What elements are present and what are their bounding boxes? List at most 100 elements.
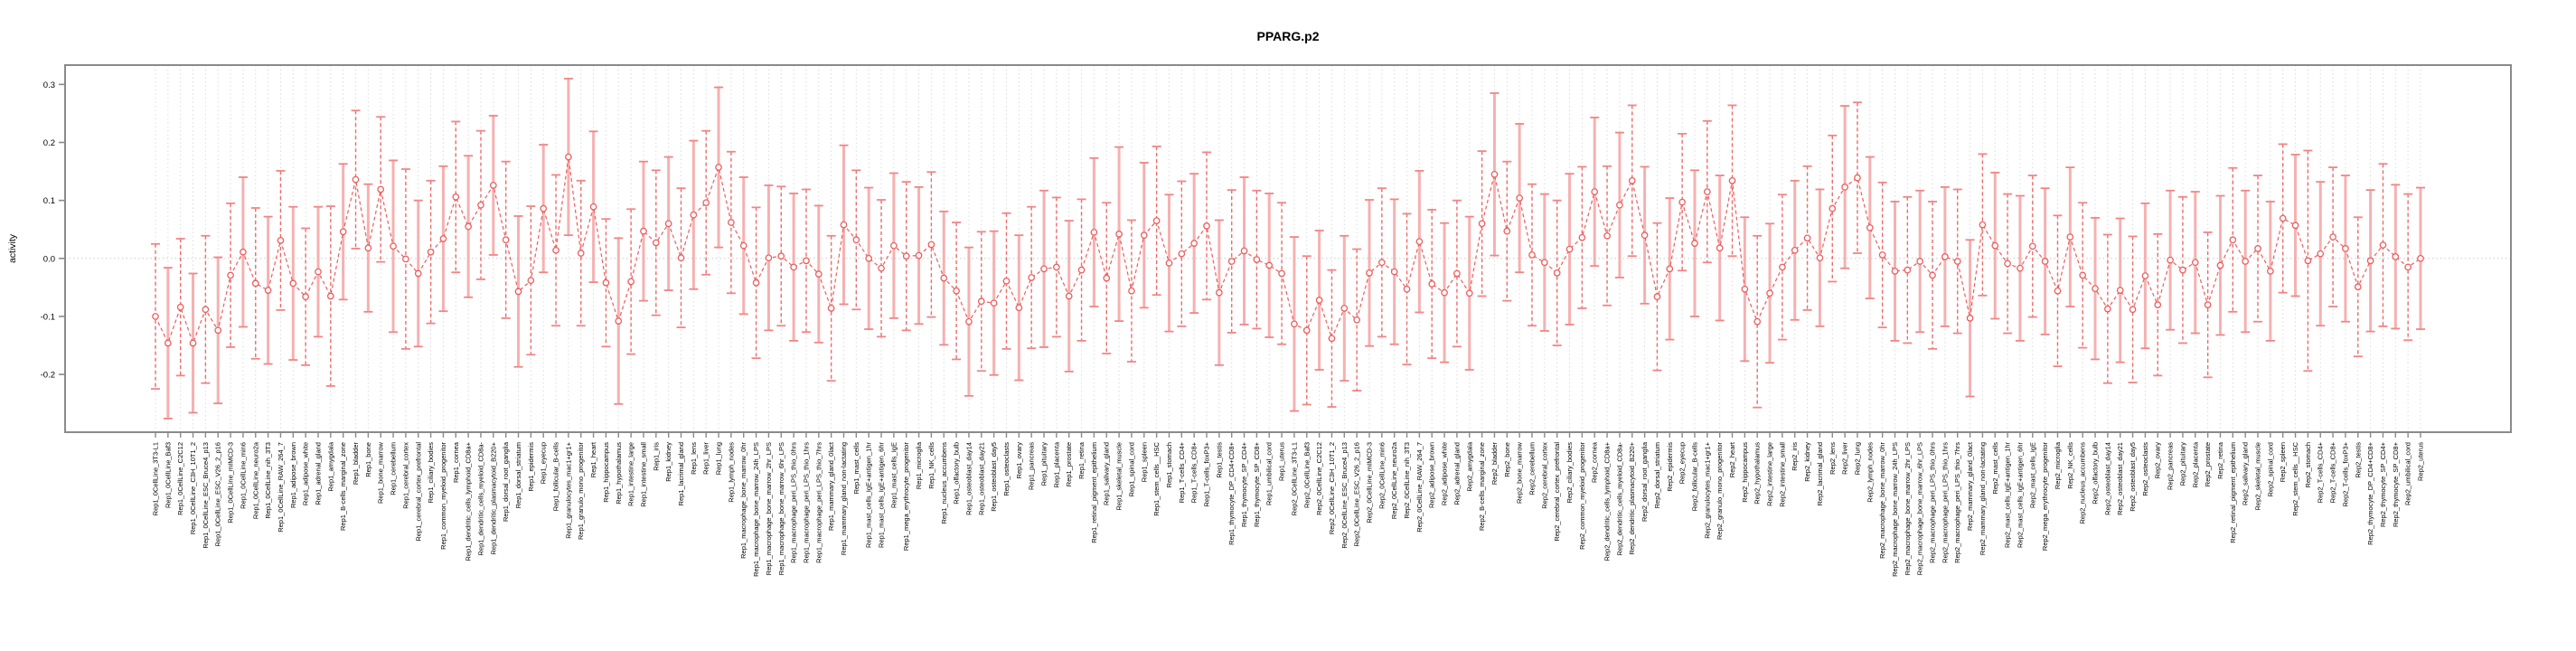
x-tick-label: Rep2_olfactory_bulb	[2092, 442, 2100, 505]
x-tick-label: Rep2_skeletal_muscle	[2254, 442, 2262, 510]
x-tick-label: Rep2_osteoblast_day14	[2103, 442, 2111, 515]
x-tick-label: Rep1_liver	[702, 442, 710, 475]
data-point-marker	[1465, 289, 1473, 297]
x-tick-label: Rep1_ovary	[1015, 442, 1023, 479]
x-tick-label: Rep2_cerebral_cortex_prefrontal	[1553, 442, 1561, 542]
x-tick-label: Rep1_cornea	[452, 441, 460, 483]
x-tick-label: Rep1_intestine_small	[639, 442, 647, 507]
chart-title: PPARG.p2	[1257, 29, 1320, 43]
x-tick-label: Rep1_mast_cells_IgE+antigen_1hr	[865, 441, 873, 547]
x-tick-label: Rep2_macrophage_bone_marrow_24h_LPS	[1891, 442, 1899, 577]
data-point-marker	[264, 287, 272, 294]
data-point-marker	[1578, 233, 1586, 241]
x-tick-label: Rep2_pancreas	[2167, 442, 2175, 490]
x-tick-label: Rep2_0CellLine_RAW_264_7	[1415, 442, 1424, 533]
x-tick-label: Rep2_bone	[1503, 442, 1511, 477]
data-point-marker	[152, 313, 159, 320]
data-point-marker	[1540, 259, 1548, 267]
x-tick-label: Rep1_bone_marrow	[377, 441, 385, 504]
data-point-marker	[1553, 269, 1561, 277]
data-point-marker	[189, 339, 197, 347]
x-tick-label: Rep1_osteoblast_day5	[990, 442, 998, 512]
x-tick-label: Rep2_lacrimal_gland	[1816, 442, 1824, 505]
data-point-marker	[2216, 261, 2224, 269]
data-point-marker	[1904, 266, 1912, 274]
x-tick-label: Rep2_stem_cells__HSC	[2291, 441, 2299, 515]
x-tick-label: Rep1_ciliary_bodies	[427, 442, 435, 504]
x-tick-label: Rep1_T-cells_CD8+	[1190, 441, 1199, 503]
data-point-marker	[339, 228, 347, 236]
data-point-marker	[589, 203, 597, 211]
x-tick-label: Rep2_umbilical_cord	[2404, 442, 2412, 505]
x-tick-label: Rep1_mast_cells_IgE+antigen_6hr	[878, 441, 886, 547]
x-tick-label: Rep2_0CellLine_C2C12	[1315, 442, 1323, 515]
x-tick-label: Rep2_bone_marrow	[1516, 441, 1524, 504]
x-tick-label: Rep2_intestine_large	[1766, 442, 1774, 506]
x-tick-label: Rep2_macrophage_peri_LPS_thio_1hrs	[1941, 442, 1949, 563]
data-point-marker	[1703, 188, 1711, 195]
x-tick-label: Rep2_dendritic_cells_myeloid_CD8a-	[1615, 441, 1623, 555]
data-point-marker	[1979, 221, 1987, 229]
data-point-marker	[640, 227, 647, 235]
x-tick-label: Rep1_0CellLine_C3H_10T1_2	[189, 442, 197, 534]
x-tick-label: Rep2_osteoblast_day5	[2129, 442, 2137, 512]
x-tick-label: Rep2_microglia	[2054, 441, 2062, 489]
x-tick-label: Rep1_prostate	[1065, 442, 1073, 486]
x-tick-label: Rep1_osteoblast_day14	[964, 442, 973, 515]
x-tick-label: Rep1_osteoblast_day21	[977, 442, 985, 515]
data-point-marker	[1528, 251, 1536, 259]
x-tick-label: Rep2_T-cells_foxP3+	[2341, 441, 2349, 506]
x-tick-label: Rep2_spinal_cord	[2266, 442, 2274, 496]
data-point-marker	[953, 287, 960, 295]
x-tick-label: Rep2_dorsal_striatum	[1653, 442, 1661, 508]
data-point-marker	[1741, 285, 1749, 293]
x-tick-label: Rep2_mega_erythrocyte_progenitor	[2041, 442, 2049, 552]
x-tick-label: Rep2_common_myeloid_progenitor	[1578, 442, 1586, 550]
data-point-marker	[2329, 233, 2336, 241]
data-point-marker	[2291, 222, 2299, 230]
data-point-marker	[2404, 263, 2412, 271]
data-point-marker	[2342, 245, 2349, 252]
y-axis-label: activity	[7, 233, 18, 263]
x-tick-label: Rep2_thymocyte_SP_CD8+	[2392, 441, 2400, 527]
data-point-marker	[1377, 259, 1386, 267]
x-tick-label: Rep1_lung	[715, 442, 723, 475]
x-tick-label: Rep1_cerebral_cortex_prefrontal	[414, 442, 422, 542]
x-tick-label: Rep1_mammary_gland_0lact	[827, 441, 835, 531]
data-point-marker	[1002, 277, 1011, 285]
y-tick-label: 0.0	[43, 254, 55, 264]
data-point-marker	[1128, 287, 1135, 295]
x-tick-label: Rep1_spinal_cord	[1127, 442, 1135, 496]
data-point-marker	[803, 257, 810, 265]
x-tick-label: Rep1_testis	[1215, 442, 1223, 478]
data-point-marker	[1565, 245, 1574, 253]
data-point-marker	[1516, 194, 1523, 202]
x-tick-label: Rep1_adipose_brown	[289, 442, 297, 508]
x-tick-label: Rep1_0CellLine_C2C12	[176, 442, 184, 515]
data-point-marker	[739, 241, 747, 250]
x-tick-label: Rep2_0CellLine_ESC_Bruce4_p13	[1340, 442, 1349, 549]
data-point-marker	[2066, 233, 2074, 241]
x-tick-label: Rep1_lymph_nodes	[727, 442, 735, 503]
x-tick-label: Rep1_NK_cells	[927, 442, 935, 489]
data-point-marker	[364, 244, 372, 252]
data-point-marker	[2304, 257, 2312, 265]
data-point-marker	[1478, 220, 1486, 228]
x-tick-label: Rep1_macrophage_peri_LPS_thio_1hrs	[802, 442, 810, 563]
data-point-marker	[1302, 326, 1311, 335]
data-point-marker	[1866, 223, 1874, 231]
data-point-marker	[652, 239, 660, 247]
data-point-marker	[1216, 288, 1223, 297]
x-tick-label: Rep2_lymph_nodes	[1866, 442, 1874, 503]
plot-border	[64, 64, 2512, 433]
x-tick-label: Rep1_heart	[589, 441, 597, 477]
x-tick-label: Rep2_eyecup	[1678, 442, 1687, 484]
x-tick-label: Rep1_uterus	[1278, 442, 1286, 481]
x-tick-label: Rep2_macrophage_peri_LPS_thio_7hrs	[1953, 442, 1961, 563]
data-point-marker	[1753, 317, 1762, 326]
x-tick-label: Rep2_heart	[1728, 441, 1736, 477]
data-point-marker	[1653, 293, 1661, 300]
data-point-marker	[1966, 315, 1974, 322]
data-point-marker	[702, 199, 710, 207]
